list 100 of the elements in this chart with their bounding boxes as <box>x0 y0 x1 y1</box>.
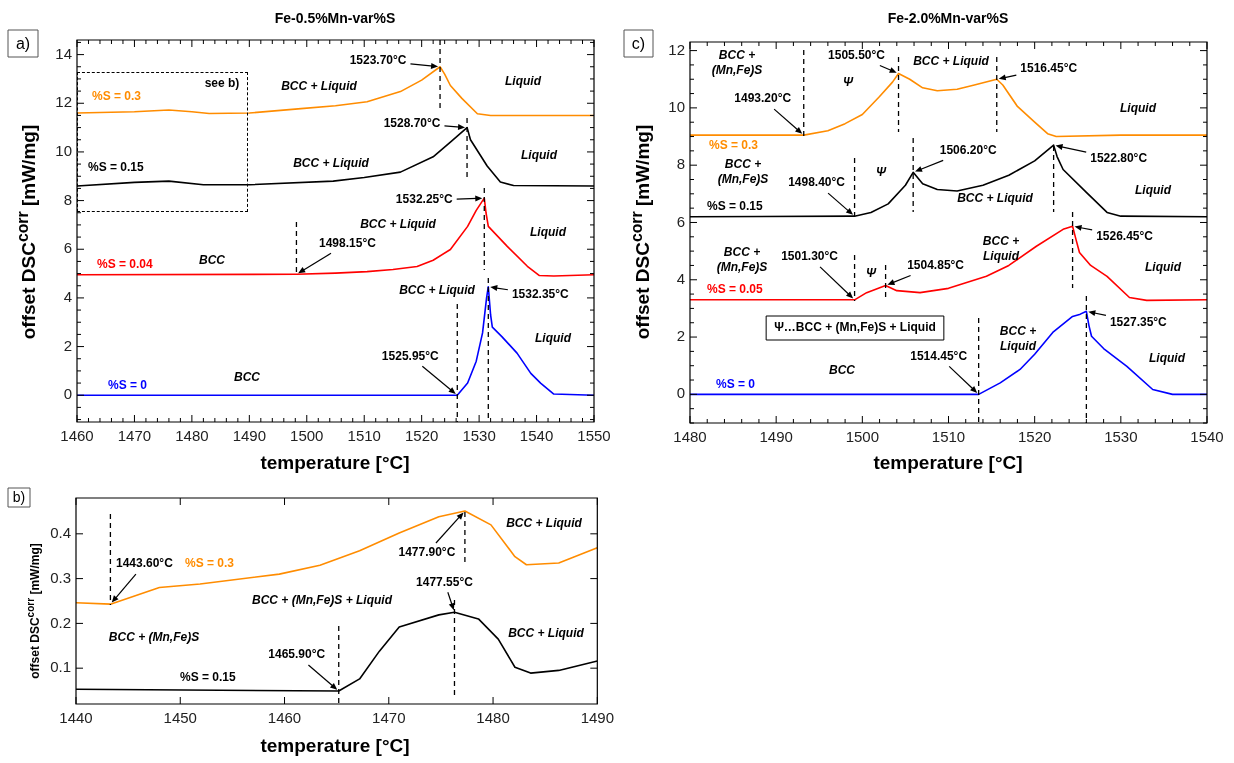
x-tick-label: 1520 <box>404 427 439 445</box>
annotation: Liquid <box>530 225 567 240</box>
x-tick-label: 1540 <box>1190 428 1224 446</box>
annotation: BCC + Liquid <box>957 191 1034 206</box>
y-tick-label: 4 <box>63 288 72 306</box>
chart-title: Fe-2.0%Mn-var%S <box>887 10 1009 26</box>
annotation: BCC + Liquid <box>293 156 370 171</box>
x-tick-label: 1490 <box>580 709 614 727</box>
annotation: Liquid <box>535 331 572 346</box>
y-tick-label: 8 <box>63 190 72 208</box>
x-tick-label: 1490 <box>232 427 267 445</box>
annotation: BCC + Liquid <box>281 79 358 94</box>
annotation: 1477.90°C <box>398 545 456 560</box>
annotation: BCC <box>234 370 261 385</box>
annotation: BCC + Liquid <box>913 54 990 69</box>
annotation: Liquid <box>1149 351 1186 366</box>
annotation: 1501.30°C <box>781 249 839 264</box>
y-tick-label: 6 <box>676 212 685 230</box>
series-label: %S = 0.3 <box>92 89 142 104</box>
annotation: BCC + (Mn,Fe)S + Liquid <box>252 593 393 608</box>
annotation: Ψ <box>843 75 855 90</box>
annotation: 1514.45°C <box>910 348 968 363</box>
x-tick-label: 1520 <box>1017 428 1052 446</box>
series-label: %S = 0.04 <box>97 257 154 272</box>
annotation: BCC + Liquid <box>506 516 583 531</box>
annotation: 1443.60°C <box>115 556 174 571</box>
y-tick-label: 8 <box>676 155 685 173</box>
y-tick-label: 4 <box>676 269 685 287</box>
annotation: BCC + (Mn,Fe)S <box>108 630 200 645</box>
annotation: Ψ <box>866 266 878 281</box>
annotation: 1477.55°C <box>416 574 474 589</box>
series-label: %S = 0 <box>108 377 148 392</box>
y-tick-label: 0.3 <box>50 568 71 586</box>
x-tick-label: 1510 <box>347 427 381 445</box>
annotation: Liquid <box>1120 101 1157 116</box>
annotation: Liquid <box>505 74 542 89</box>
annotation: Ψ…BCC + (Mn,Fe)S + Liquid <box>774 320 936 335</box>
series-label: %S = 0.05 <box>707 282 764 297</box>
annotation: 1522.80°C <box>1090 151 1148 166</box>
annotation: BCC + Liquid <box>999 323 1037 353</box>
y-tick-label: 0.4 <box>50 523 71 541</box>
annotation: 1498.15°C <box>319 235 377 250</box>
annotation: Liquid <box>1135 183 1172 198</box>
series-label: %S = 0.3 <box>709 138 759 153</box>
series-label: %S = 0.15 <box>707 199 764 214</box>
y-tick-label: 2 <box>63 336 72 354</box>
x-axis-title: temperature [°C] <box>260 735 410 757</box>
annotation: Liquid <box>1145 260 1182 275</box>
x-tick-label: 1460 <box>267 709 302 727</box>
annotation: 1505.50°C <box>828 47 886 62</box>
y-tick-label: 6 <box>63 239 72 257</box>
annotation: BCC + (Mn,Fe)S <box>711 47 763 77</box>
annotation: 1498.40°C <box>788 175 846 190</box>
series-label: %S = 0.15 <box>180 669 237 684</box>
annotation: Ψ <box>876 165 888 180</box>
x-axis-title: temperature [°C] <box>260 452 410 474</box>
annotation: see b) <box>204 76 240 91</box>
x-tick-label: 1530 <box>1104 428 1138 446</box>
series-label: %S = 0 <box>716 376 756 391</box>
y-tick-label: 0 <box>63 385 72 403</box>
y-tick-label: 2 <box>676 327 685 345</box>
annotation: 1504.85°C <box>907 257 965 272</box>
annotation: BCC + Liquid <box>399 283 476 298</box>
text: b) <box>12 489 26 506</box>
y-tick-label: 0 <box>676 384 685 402</box>
x-tick-label: 1470 <box>372 709 406 727</box>
x-tick-label: 1510 <box>931 428 966 446</box>
x-tick-label: 1500 <box>290 427 324 445</box>
annotation: Liquid <box>521 148 558 163</box>
annotation: BCC + Liquid <box>508 626 585 641</box>
series-label: %S = 0.15 <box>88 160 145 175</box>
x-tick-label: 1480 <box>673 428 707 446</box>
annotation: 1525.95°C <box>381 348 440 363</box>
annotation: 1532.25°C <box>395 192 454 207</box>
annotation: BCC + Liquid <box>982 233 1020 263</box>
y-tick-label: 10 <box>55 142 72 160</box>
y-tick-label: 12 <box>668 40 685 58</box>
annotation: 1526.45°C <box>1096 228 1154 243</box>
y-tick-label: 10 <box>668 98 685 116</box>
x-tick-label: 1450 <box>163 709 197 727</box>
annotation: BCC + (Mn,Fe)S <box>717 156 769 186</box>
text: a) <box>15 34 31 52</box>
annotation: 1493.20°C <box>734 91 792 106</box>
x-tick-label: 1480 <box>476 709 510 727</box>
y-tick-label: 12 <box>55 93 72 111</box>
x-tick-label: 1490 <box>759 428 793 446</box>
x-tick-label: 1530 <box>462 427 496 445</box>
chart-title: Fe-0.5%Mn-var%S <box>274 10 396 26</box>
annotation: BCC <box>199 253 226 268</box>
x-tick-label: 1440 <box>59 709 93 727</box>
annotation: 1532.35°C <box>511 287 570 302</box>
annotation: BCC <box>829 363 856 378</box>
text: c) <box>631 34 646 52</box>
y-tick-label: 0.1 <box>50 658 71 676</box>
x-axis-title: temperature [°C] <box>873 452 1023 474</box>
annotation: 1523.70°C <box>349 53 407 68</box>
x-tick-label: 1540 <box>519 427 554 445</box>
y-tick-label: 14 <box>55 44 72 62</box>
y-tick-label: 0.2 <box>50 613 71 631</box>
x-tick-label: 1470 <box>117 427 152 445</box>
